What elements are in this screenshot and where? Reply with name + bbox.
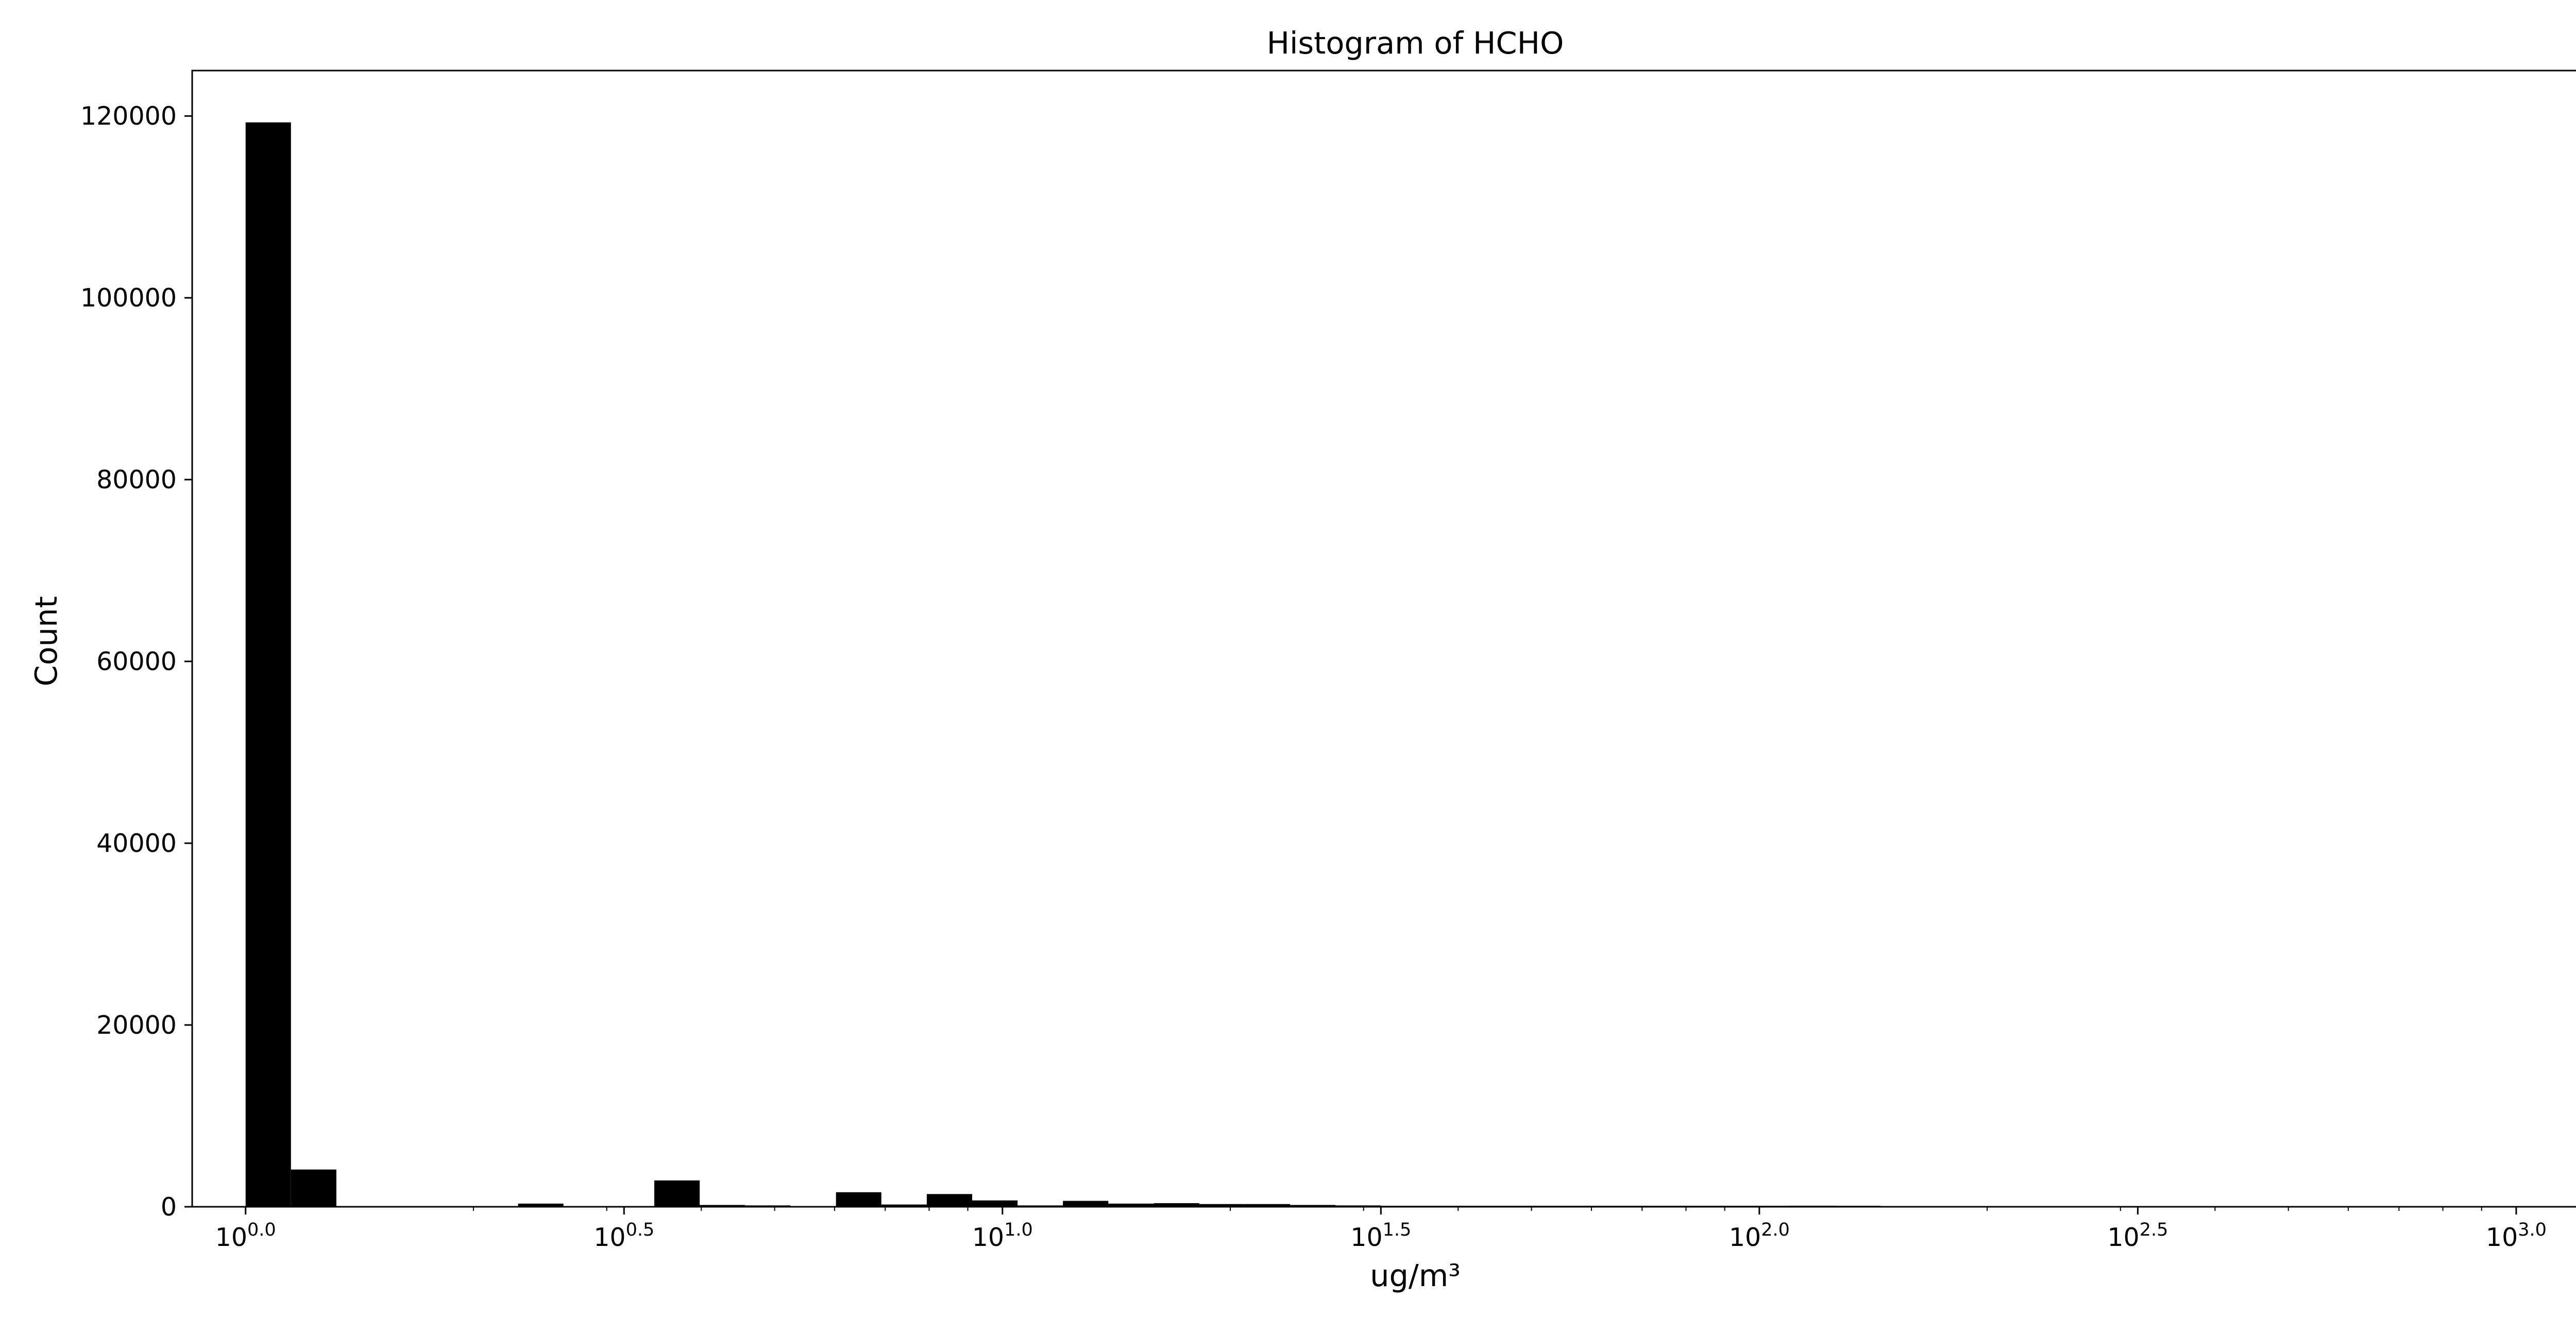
histogram-bar: [926, 1194, 972, 1207]
histogram-bar: [1199, 1204, 1245, 1207]
histogram-bar: [1244, 1204, 1291, 1207]
plot-frame: [191, 70, 2576, 1208]
chart-title: Histogram of HCHO: [1267, 25, 1564, 61]
y-axis: 0 20000 40000 60000 80000 100000 120000: [80, 101, 192, 1222]
y-tick-label: 100000: [80, 283, 177, 313]
histogram-bar: [518, 1203, 564, 1207]
histogram-bar: [1063, 1201, 1109, 1207]
y-tick-label: 0: [161, 1192, 177, 1222]
histogram-bar: [881, 1204, 927, 1207]
histogram-bar: [1290, 1205, 1336, 1207]
histogram-bar: [1108, 1203, 1154, 1207]
x-axis-label: ug/m³: [1370, 1258, 1461, 1293]
x-tick-label: 102.5: [2107, 1220, 2168, 1252]
y-tick-label: 120000: [80, 101, 177, 131]
histogram-bar: [836, 1192, 882, 1207]
y-tick-label: 80000: [96, 465, 177, 494]
x-tick-label: 100.0: [215, 1220, 276, 1252]
x-tick-label: 100.5: [594, 1220, 654, 1252]
histogram-bar: [291, 1169, 336, 1207]
histogram-bar: [1154, 1203, 1199, 1207]
y-tick-label: 40000: [96, 829, 177, 858]
y-tick-label: 20000: [96, 1011, 177, 1040]
x-tick-label: 102.0: [1729, 1220, 1790, 1252]
x-tick-label: 101.5: [1350, 1220, 1411, 1252]
x-axis: 100.0 100.5 101.0 101.5 102.0 102.5 103.0: [215, 1207, 2547, 1252]
histogram-bar: [972, 1200, 1018, 1207]
histogram-bar: [700, 1205, 745, 1207]
x-tick-label: 103.0: [2486, 1220, 2547, 1252]
histogram-bar: [654, 1180, 700, 1207]
y-axis-label: Count: [28, 596, 64, 686]
x-tick-label: 101.0: [972, 1220, 1033, 1252]
histogram-bar: [245, 122, 291, 1207]
y-tick-label: 60000: [96, 647, 177, 676]
